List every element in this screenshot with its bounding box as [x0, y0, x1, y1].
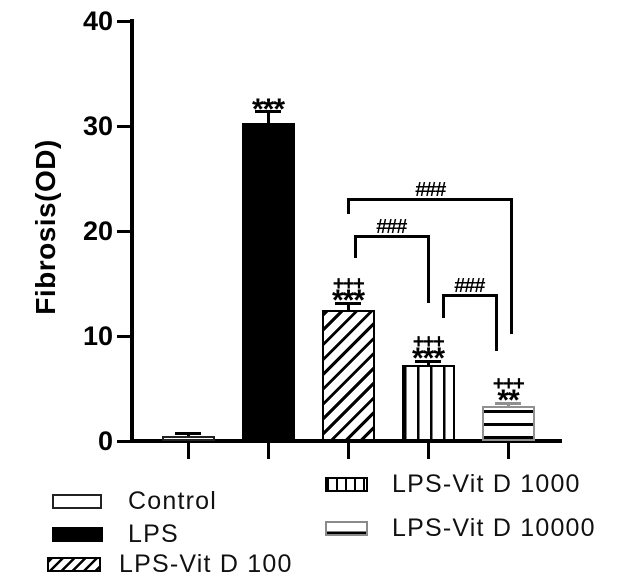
error-bar-cap-lps-vit-d-10000: [495, 401, 521, 405]
y-tick-30: [117, 124, 130, 128]
plus-significance-text: +++: [412, 331, 445, 354]
comparison-bracket-lps-vit-d-100-vs-lps-vit-d-10000-left-leg: [347, 198, 350, 214]
significance-annotation-lps-vit-d-10000: +++ **: [438, 373, 578, 418]
error-bar-cap-lps: [255, 110, 281, 114]
legend-swatch-control: [52, 494, 102, 509]
legend-label-lps-vit-d-10000: LPS-Vit D 10000: [392, 514, 596, 542]
legend-label-lps-vit-d-100: LPS-Vit D 100: [119, 550, 293, 578]
legend-swatch-lps-vit-d-10000: [325, 521, 368, 536]
bar-control: [161, 436, 215, 441]
y-tick-20: [117, 229, 130, 233]
plus-significance-text: +++: [332, 273, 365, 296]
legend-swatch-lps: [52, 527, 103, 542]
legend-swatch-lps-vit-d-100: [47, 557, 101, 572]
y-tick-label-40: 40: [82, 6, 113, 36]
bracket-label-0: ###: [414, 179, 446, 201]
comparison-bracket-lps-vit-d-100-vs-lps-vit-d-1000-top: [354, 235, 430, 238]
error-bar-stem-lps-vit-d-100: [346, 303, 350, 310]
bar-lps-vit-d-10000: [481, 406, 535, 441]
significance-annotation-lps: ***: [198, 92, 338, 126]
comparison-bracket-lps-vit-d-1000-vs-lps-vit-d-10000-top: [442, 294, 498, 297]
comparison-bracket-lps-vit-d-100-vs-lps-vit-d-10000-top: [347, 198, 513, 201]
star-significance-text: ***: [331, 284, 365, 318]
significance-annotation-lps-vit-d-1000: +++ ***: [358, 331, 498, 376]
error-bar-stem-lps: [266, 111, 270, 123]
comparison-bracket-lps-vit-d-1000-vs-lps-vit-d-10000-right-leg: [495, 294, 498, 351]
error-bar-cap-lps-vit-d-100: [335, 301, 361, 305]
bracket-label-2: ###: [453, 275, 485, 297]
x-tick-lps-vit-d-100: [346, 443, 350, 459]
y-tick-label-20: 20: [82, 216, 113, 246]
error-bar-cap-lps-vit-d-1000: [415, 359, 441, 363]
y-tick-0: [117, 439, 130, 443]
x-tick-lps-vit-d-10000: [506, 443, 510, 459]
y-tick-label-10: 10: [82, 321, 113, 351]
y-axis-line: [130, 19, 134, 443]
legend-label-lps-vit-d-1000: LPS-Vit D 1000: [392, 470, 581, 498]
star-significance-text: ***: [251, 92, 285, 126]
bar-lps-vit-d-100: [321, 309, 375, 441]
error-bar-stem-lps-vit-d-1000: [426, 361, 430, 366]
y-tick-10: [117, 334, 130, 338]
star-significance-text: ***: [411, 342, 445, 376]
plus-significance-text: +++: [492, 373, 525, 396]
legend-label-lps: LPS: [128, 520, 179, 548]
error-bar-cap-control: [175, 432, 201, 436]
x-tick-lps-vit-d-1000: [426, 443, 430, 459]
significance-annotation-lps-vit-d-100: +++ ***: [278, 273, 418, 318]
comparison-bracket-lps-vit-d-100-vs-lps-vit-d-10000-right-leg: [510, 198, 513, 334]
y-tick-label-30: 30: [82, 111, 113, 141]
x-axis-line: [130, 439, 562, 443]
legend-swatch-lps-vit-d-1000: [325, 477, 368, 492]
bar-lps-vit-d-1000: [401, 365, 455, 441]
bar-lps: [241, 122, 295, 441]
x-tick-lps: [266, 443, 270, 459]
x-tick-control: [186, 443, 190, 459]
comparison-bracket-lps-vit-d-100-vs-lps-vit-d-1000-left-leg: [354, 235, 357, 258]
y-tick-40: [117, 19, 130, 23]
error-bar-stem-lps-vit-d-10000: [506, 403, 510, 407]
bracket-label-1: ###: [375, 216, 407, 238]
y-tick-label-0: 0: [97, 426, 113, 456]
star-significance-text: **: [497, 384, 519, 418]
comparison-bracket-lps-vit-d-1000-vs-lps-vit-d-10000-left-leg: [442, 294, 445, 318]
legend-label-control: Control: [128, 487, 217, 515]
comparison-bracket-lps-vit-d-100-vs-lps-vit-d-1000-right-leg: [427, 235, 430, 303]
